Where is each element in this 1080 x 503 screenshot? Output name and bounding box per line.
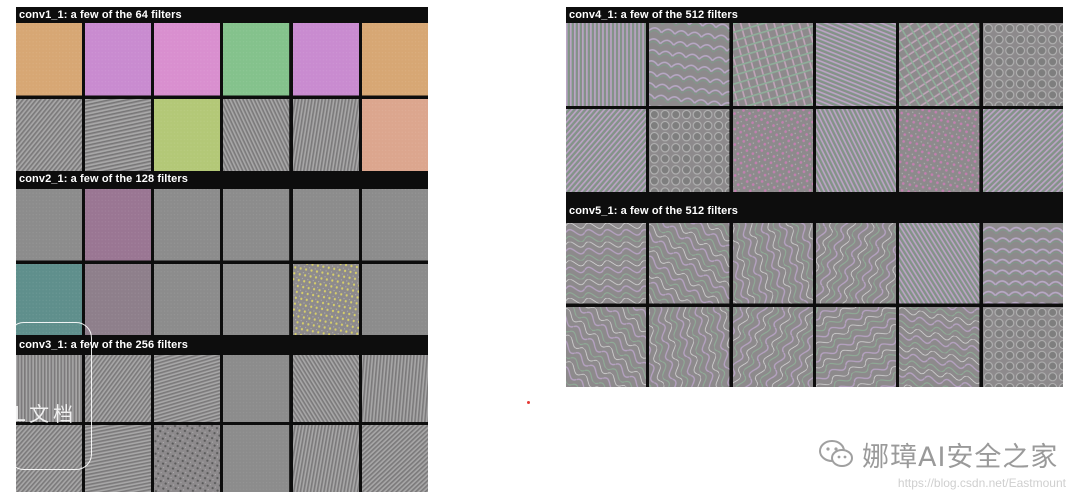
filter-tile (292, 98, 359, 171)
filter-tile (292, 263, 359, 335)
filter-tile (899, 23, 980, 106)
filter-tile (566, 23, 647, 106)
filter-tile (982, 306, 1063, 387)
filter-tile (292, 23, 359, 96)
filter-tile (899, 223, 980, 304)
filter-tile (649, 23, 730, 106)
section-title: conv1_1: a few of the 64 filters (19, 9, 182, 21)
section-conv3-1: conv3_1: a few of the 256 filters (16, 337, 428, 492)
filter-tile (292, 189, 359, 261)
filter-tile (361, 23, 428, 96)
filter-tile (223, 23, 290, 96)
filter-tile (85, 263, 152, 335)
filter-tile (982, 109, 1063, 192)
filter-grid (16, 355, 428, 492)
filter-tile (16, 23, 83, 96)
filter-tile (154, 355, 221, 422)
filter-tile (649, 223, 730, 304)
filter-tile (982, 23, 1063, 106)
section-title: conv3_1: a few of the 256 filters (19, 339, 188, 351)
filter-grid (566, 223, 1063, 387)
filter-tile (732, 306, 813, 387)
filter-tile (85, 23, 152, 96)
filter-tile (732, 223, 813, 304)
filter-tile (223, 189, 290, 261)
watermark-name: 娜璋AI安全之家 (862, 441, 1059, 473)
filter-tile (566, 109, 647, 192)
filter-tile (16, 355, 83, 422)
filter-tile (649, 306, 730, 387)
filter-tile (223, 263, 290, 335)
filter-tile (899, 306, 980, 387)
wechat-icon (819, 440, 853, 467)
section-title: conv4_1: a few of the 512 filters (569, 9, 738, 21)
filter-tile (816, 306, 897, 387)
filter-tile (154, 263, 221, 335)
filter-tile (16, 425, 83, 492)
filter-tile (16, 189, 83, 261)
filter-tile (816, 109, 897, 192)
left-filter-panel: conv1_1: a few of the 64 filters conv2_1… (16, 7, 428, 492)
annotation-text: L文档 (14, 402, 78, 426)
filter-tile (361, 98, 428, 171)
filter-tile (649, 109, 730, 192)
section-conv2-1: conv2_1: a few of the 128 filters (16, 171, 428, 335)
filter-tile (566, 223, 647, 304)
filter-tile (154, 98, 221, 171)
filter-tile (816, 223, 897, 304)
filter-tile (154, 425, 221, 492)
filter-tile (154, 23, 221, 96)
section-conv1-1: conv1_1: a few of the 64 filters (16, 7, 428, 171)
filter-grid (16, 189, 428, 335)
filter-tile (732, 23, 813, 106)
filter-tile (85, 98, 152, 171)
watermark: 娜璋AI安全之家 (818, 437, 1059, 473)
filter-tile (566, 306, 647, 387)
filter-tile (361, 425, 428, 492)
filter-tile (223, 355, 290, 422)
filter-grid (16, 23, 428, 171)
filter-tile (85, 189, 152, 261)
filter-tile (899, 109, 980, 192)
section-conv5-1: conv5_1: a few of the 512 filters (566, 203, 1063, 387)
filter-tile (85, 355, 152, 422)
section-conv4-1: conv4_1: a few of the 512 filters (566, 7, 1063, 192)
filter-grid (566, 23, 1063, 192)
watermark-url: https://blog.csdn.net/Eastmount (897, 476, 1066, 490)
filter-tile (292, 355, 359, 422)
filter-tile (292, 425, 359, 492)
filter-tile (16, 263, 83, 335)
filter-tile (154, 189, 221, 261)
red-dot-marker (527, 401, 530, 404)
filter-tile (223, 98, 290, 171)
filter-tile (982, 223, 1063, 304)
annotation-highlight-box (8, 322, 92, 470)
right-filter-panel: conv4_1: a few of the 512 filters conv5_… (566, 7, 1063, 387)
filter-tile (85, 425, 152, 492)
filter-tile (361, 355, 428, 422)
section-title: conv2_1: a few of the 128 filters (19, 173, 188, 185)
filter-tile (223, 425, 290, 492)
filter-tile (361, 189, 428, 261)
filter-tile (732, 109, 813, 192)
filter-tile (361, 263, 428, 335)
filter-tile (816, 23, 897, 106)
filter-tile (16, 98, 83, 171)
section-title: conv5_1: a few of the 512 filters (569, 205, 738, 217)
